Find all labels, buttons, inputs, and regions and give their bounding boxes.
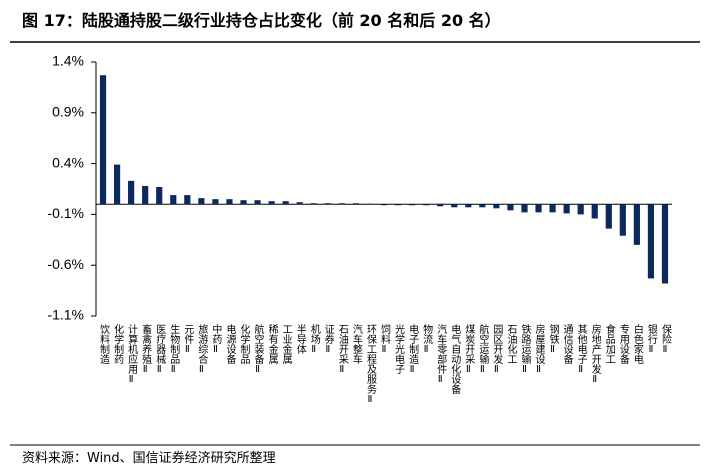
bar — [661, 204, 669, 284]
bar — [394, 204, 402, 206]
x-tick-label: 物流Ⅱ — [421, 323, 433, 355]
bar — [380, 204, 388, 206]
x-tick-label: 光学光电子 — [393, 323, 405, 374]
bar — [170, 195, 177, 205]
bar — [619, 204, 626, 236]
bar — [647, 204, 655, 279]
bar — [198, 198, 205, 205]
bar — [282, 201, 289, 205]
x-tick-label: 食品加工 — [603, 323, 615, 364]
bar — [113, 164, 121, 205]
x-tick-label: 工业金属 — [280, 324, 292, 365]
x-tick-label: 煤炭开采Ⅱ — [463, 323, 475, 375]
bar — [156, 186, 163, 205]
bar — [591, 204, 598, 219]
x-tick-label: 生物制品Ⅱ — [168, 323, 180, 375]
x-tick-label: 半导体 — [294, 323, 306, 355]
chart-title: 图 17：陆股通持股二级行业持仓占比变化（前 20 名和后 20 名） — [22, 11, 501, 30]
bar — [296, 202, 303, 205]
bar — [437, 204, 444, 207]
title-bar — [0, 0, 710, 40]
x-tick-label: 电子制造Ⅱ — [407, 323, 419, 375]
x-tick-label: 化学制药 — [112, 323, 124, 365]
x-tick-label: 计算机应用Ⅱ — [126, 323, 138, 385]
bar — [99, 75, 107, 205]
bar — [142, 185, 149, 205]
bar — [493, 204, 500, 209]
x-tick-label: 房屋建设Ⅱ — [533, 323, 545, 375]
x-tick-label: 铁路运输Ⅱ — [519, 323, 531, 375]
bar — [521, 204, 528, 213]
bar — [451, 204, 458, 208]
x-tick-label: 饲料Ⅱ — [379, 323, 391, 355]
x-tick-label: 钢铁Ⅱ — [547, 323, 559, 355]
bar — [465, 204, 472, 208]
x-tick-label: 园区开发Ⅱ — [491, 324, 503, 375]
x-tick-label: 电源设备 — [224, 323, 236, 365]
x-tick-label: 畜禽养殖Ⅱ — [140, 323, 152, 375]
bar — [254, 200, 261, 205]
bar — [535, 204, 542, 213]
bar — [507, 204, 514, 211]
bar — [338, 203, 345, 205]
bar — [352, 203, 359, 205]
x-tick-label: 化学制品 — [238, 323, 250, 365]
y-tick-label: -0.1% — [47, 205, 84, 221]
x-tick-label: 银行Ⅱ — [645, 323, 657, 355]
y-tick-label: -1.1% — [47, 307, 84, 323]
x-tick-label: 元件Ⅱ — [182, 324, 194, 355]
y-tick-label: -0.6% — [47, 256, 84, 272]
bar — [605, 204, 612, 229]
bar — [324, 203, 331, 205]
bar — [549, 204, 556, 213]
x-tick-label: 其他电子Ⅱ — [575, 324, 587, 375]
x-tick-label: 航空运输Ⅱ — [477, 323, 489, 375]
bar — [423, 204, 430, 206]
bar — [268, 201, 275, 205]
bar — [310, 203, 317, 205]
x-tick-label: 汽车整车 — [350, 323, 362, 365]
bar — [226, 199, 233, 205]
x-tick-label: 汽车零部件Ⅱ — [435, 323, 447, 385]
x-tick-label: 航空装备Ⅱ — [252, 323, 264, 375]
bar — [563, 204, 570, 214]
x-tick-label: 专用设备 — [617, 323, 629, 365]
x-tick-label: 稀有金属 — [266, 323, 278, 365]
x-tick-label: 石油化工 — [505, 324, 517, 364]
y-tick-label: 1.4% — [52, 53, 84, 69]
x-tick-label: 医疗器械Ⅱ — [154, 324, 166, 375]
x-tick-label: 机场Ⅱ — [308, 323, 320, 355]
bar — [184, 195, 191, 205]
y-tick-label: 0.4% — [52, 154, 84, 170]
y-tick-label: 0.9% — [52, 104, 84, 120]
bar — [409, 204, 416, 206]
x-tick-label: 石油开采Ⅱ — [336, 324, 348, 375]
bar — [366, 203, 374, 205]
bar — [240, 200, 247, 205]
bar — [633, 204, 640, 245]
x-tick-label: 电气自动化设备 — [449, 323, 461, 395]
bar — [128, 180, 135, 205]
x-tick-label: 白色家电 — [631, 323, 643, 364]
x-tick-label: 饮料制造 — [98, 323, 110, 364]
x-tick-label: 保险Ⅱ — [659, 323, 671, 355]
x-tick-label: 旅游综合Ⅱ — [196, 323, 208, 375]
x-tick-label: 通信设备 — [561, 324, 573, 365]
x-tick-label: 环保工程及服务Ⅱ — [364, 324, 376, 405]
bar — [577, 204, 584, 215]
source: 资料来源：Wind、国信证券经济研究所整理 — [22, 450, 276, 466]
x-tick-label: 中药Ⅱ — [210, 323, 222, 355]
bar — [212, 199, 219, 205]
x-tick-label: 房地产开发Ⅱ — [589, 323, 601, 385]
x-tick-label: 证券Ⅱ — [322, 324, 334, 355]
bar — [479, 204, 486, 208]
